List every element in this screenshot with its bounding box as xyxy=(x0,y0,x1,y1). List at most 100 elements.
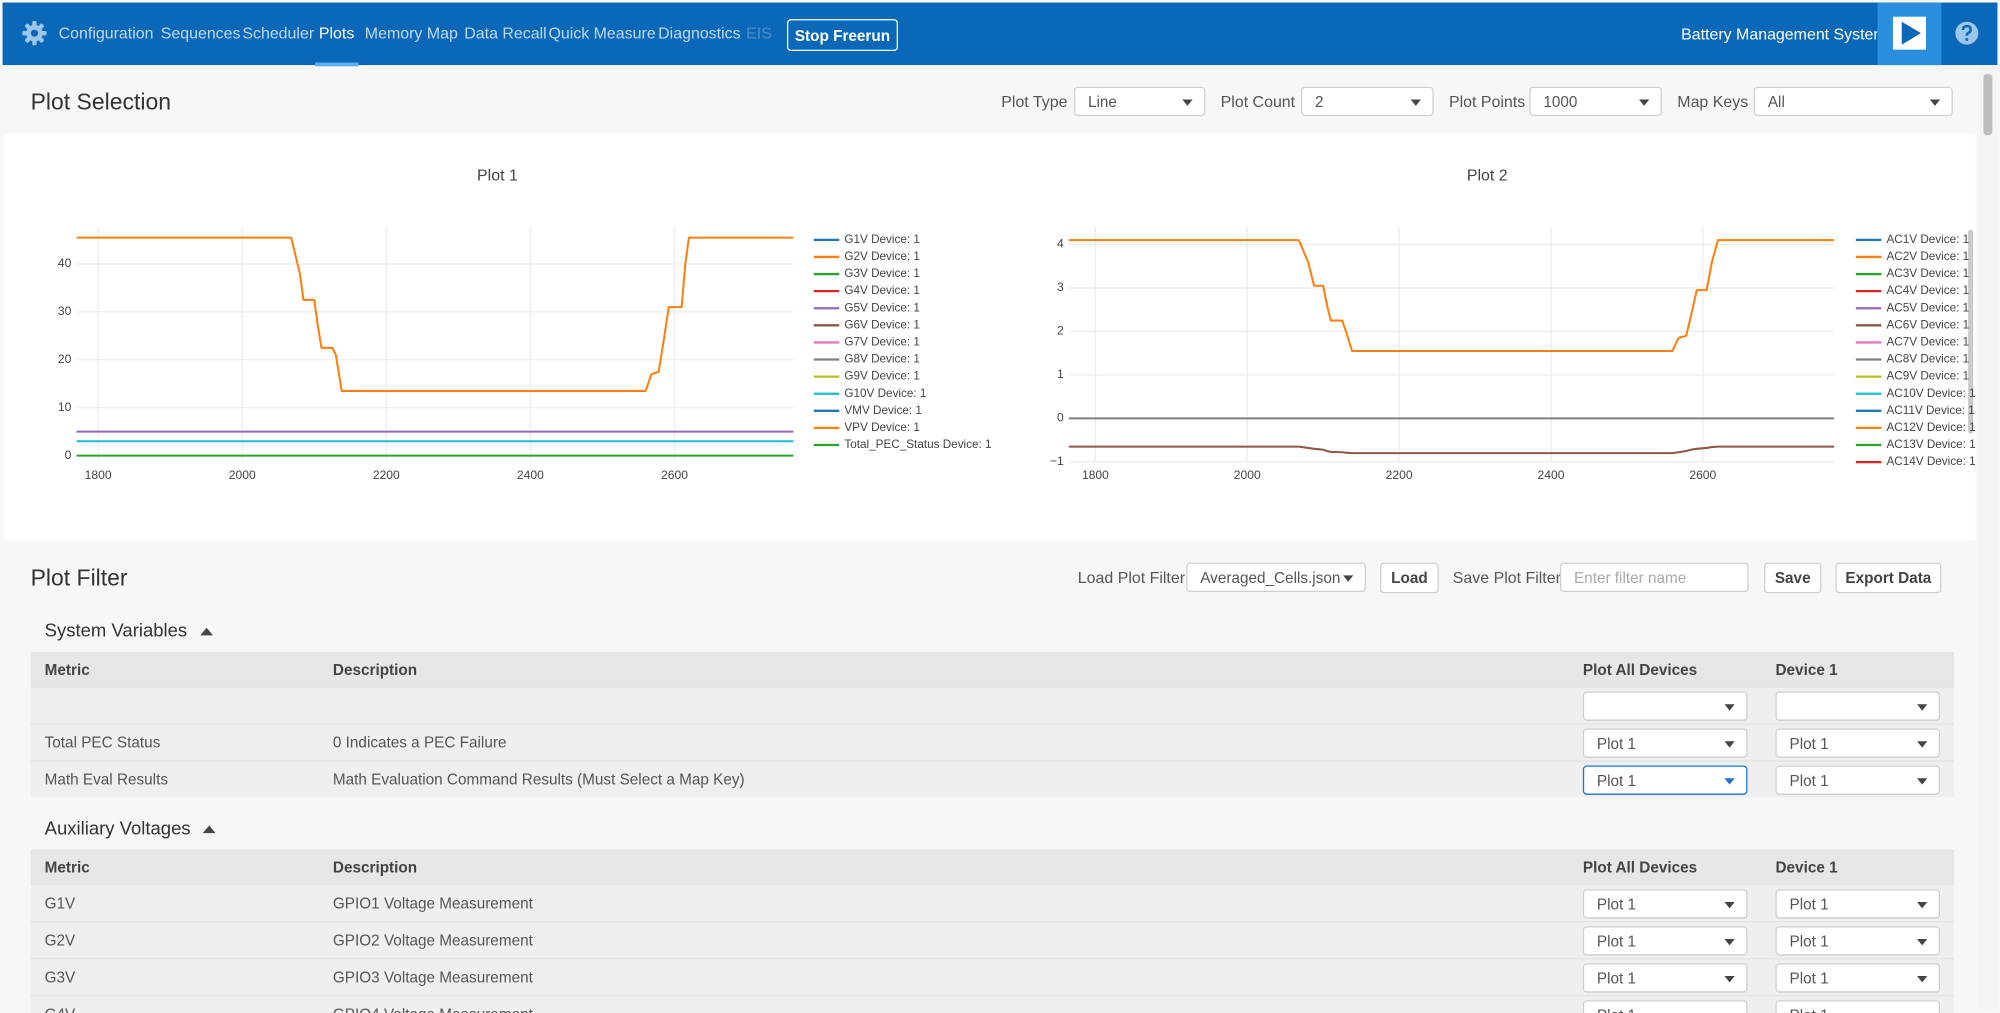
column-header: Plot All Devices xyxy=(1582,660,1698,679)
legend-label: AC10V Device: 1 xyxy=(1886,387,1975,400)
nav-item[interactable]: Configuration xyxy=(58,24,154,43)
legend-label: G9V Device: 1 xyxy=(844,370,920,383)
control-label: Plot Points xyxy=(1448,93,1526,111)
load-filter-select[interactable]: Averaged_Cells.json xyxy=(1186,562,1367,592)
column-header: Device 1 xyxy=(1775,857,1838,876)
legend-label: Total_PEC_Status Device: 1 xyxy=(844,438,991,451)
filter-sections: System Variables Metric Description Plot Al… xyxy=(30,615,1955,1013)
series-line xyxy=(1068,445,1835,455)
column-header: Plot All Devices xyxy=(1582,857,1698,876)
legend-label: AC11V Device: 1 xyxy=(1886,404,1974,417)
collapse-toggle[interactable] xyxy=(199,627,213,636)
column-header: Description xyxy=(332,857,418,876)
x-tick-label: 2000 xyxy=(229,468,256,482)
nav-item[interactable]: Scheduler xyxy=(242,24,315,43)
plot-select[interactable]: Plot 1 xyxy=(1582,765,1748,795)
plot-select[interactable]: Plot 1 xyxy=(1775,765,1941,795)
plot-type-select[interactable]: Line xyxy=(1073,86,1206,117)
column-header: Device 1 xyxy=(1775,660,1838,679)
nav-item[interactable]: Quick Measure xyxy=(548,24,656,43)
legend-label: G10V Device: 1 xyxy=(844,387,926,400)
control-label: Map Keys xyxy=(1677,93,1749,111)
y-tick-label: 1 xyxy=(1057,367,1064,381)
legend-label: AC14V Device: 1 xyxy=(1886,455,1975,468)
legend-scrollbar[interactable] xyxy=(1968,229,1974,434)
plot-select[interactable]: Plot 1 xyxy=(1582,728,1748,758)
plot-select[interactable]: Plot 1 xyxy=(1582,926,1748,956)
plot-select[interactable]: Plot 1 xyxy=(1582,1000,1748,1013)
legend-label: G6V Device: 1 xyxy=(844,318,920,331)
plot-select[interactable]: Plot 1 xyxy=(1582,889,1748,919)
y-tick-label: −1 xyxy=(1050,454,1064,468)
load-button[interactable]: Load xyxy=(1380,562,1439,594)
legend-label: G7V Device: 1 xyxy=(844,336,920,349)
description: GPIO1 Voltage Measurement xyxy=(332,894,533,913)
nav-item[interactable]: Data Recall xyxy=(464,24,547,43)
metric: G4V xyxy=(45,996,76,1013)
scrollbar-thumb[interactable] xyxy=(1983,73,1993,136)
table-header: Metric Description Plot All Devices Device … xyxy=(30,849,1955,885)
legend-label: G2V Device: 1 xyxy=(844,250,920,263)
collapse-toggle[interactable] xyxy=(203,825,217,834)
legend-label: G8V Device: 1 xyxy=(844,353,920,366)
legend-label: AC13V Device: 1 xyxy=(1886,438,1975,451)
table-row: G2V GPIO2 Voltage Measurement Plot 1 Plot 1 xyxy=(30,921,1955,958)
plot-select[interactable]: Plot 1 xyxy=(1775,1000,1941,1013)
plot-select[interactable] xyxy=(1775,691,1941,721)
stop-freerun-button[interactable]: Stop Freerun xyxy=(786,19,898,52)
section-title: Auxiliary Voltages xyxy=(45,813,1954,846)
y-tick-label: 2 xyxy=(1057,324,1064,338)
control-label: Save Plot Filter xyxy=(1452,569,1561,587)
metric: G2V xyxy=(44,931,76,950)
map-keys-select[interactable]: All xyxy=(1753,86,1953,117)
x-tick-label: 2400 xyxy=(1538,468,1565,482)
y-tick-label: 3 xyxy=(1057,280,1064,294)
help-icon[interactable] xyxy=(1954,20,1980,46)
top-bar: Configuration Sequences Scheduler Plots … xyxy=(2,2,1998,67)
filter-name-input[interactable]: Enter filter name xyxy=(1559,562,1749,592)
plot-select[interactable]: Plot 1 xyxy=(1775,926,1941,956)
plot-select[interactable]: Plot 1 xyxy=(1582,963,1748,993)
page-scrollbar xyxy=(1978,67,1998,1011)
nav-item[interactable]: Diagnostics xyxy=(658,24,741,43)
nav-item[interactable]: Plots xyxy=(315,24,358,67)
description: GPIO4 Voltage Measurement xyxy=(333,996,533,1013)
legend-label: AC6V Device: 1 xyxy=(1886,318,1969,331)
plot-select[interactable]: Plot 1 xyxy=(1775,889,1941,919)
section-heading: Plot Selection xyxy=(30,89,172,115)
play-icon xyxy=(1892,16,1927,50)
save-button[interactable]: Save xyxy=(1764,562,1822,594)
plot-points-select[interactable]: 1000 xyxy=(1529,86,1662,117)
table: Metric Description Plot All Devices Device … xyxy=(30,849,1955,1013)
control-label: Load Plot Filter xyxy=(1077,569,1186,587)
chart-title: Plot 1 xyxy=(477,167,518,184)
table-row: G1V GPIO1 Voltage Measurement Plot 1 Plot 1 xyxy=(30,884,1955,921)
section-title-text: System Variables xyxy=(44,621,188,642)
plot-select[interactable] xyxy=(1582,691,1748,721)
settings-icon[interactable] xyxy=(22,20,48,46)
table-row: Total PEC Status 0 Indicates a PEC Failur… xyxy=(30,723,1955,760)
legend-label: AC9V Device: 1 xyxy=(1886,370,1969,383)
section-title: System Variables xyxy=(45,615,1954,648)
export-button[interactable]: Export Data xyxy=(1835,562,1942,594)
legend-label: VMV Device: 1 xyxy=(844,404,921,417)
plot-select[interactable]: Plot 1 xyxy=(1775,728,1941,758)
nav-item[interactable]: Memory Map xyxy=(364,24,458,43)
run-button[interactable] xyxy=(1877,2,1942,66)
y-tick-label: 30 xyxy=(58,304,72,318)
legend-label: AC3V Device: 1 xyxy=(1886,267,1969,280)
description: 0 Indicates a PEC Failure xyxy=(332,733,507,752)
x-tick-label: 2600 xyxy=(1689,468,1716,482)
legend-label: G4V Device: 1 xyxy=(844,284,920,297)
control-label: Plot Type xyxy=(1001,93,1068,111)
table-row: Math Eval Results Math Evaluation Command… xyxy=(30,760,1955,797)
legend-label: G3V Device: 1 xyxy=(844,267,920,280)
column-header: Description xyxy=(332,660,418,679)
x-tick-label: 2000 xyxy=(1234,468,1261,482)
plot-select[interactable]: Plot 1 xyxy=(1775,963,1941,993)
plot-count-select[interactable]: 2 xyxy=(1301,86,1434,117)
table-header: Metric Description Plot All Devices Device … xyxy=(30,651,1955,687)
y-tick-label: 10 xyxy=(58,400,72,414)
nav-item[interactable]: Sequences xyxy=(160,24,241,43)
